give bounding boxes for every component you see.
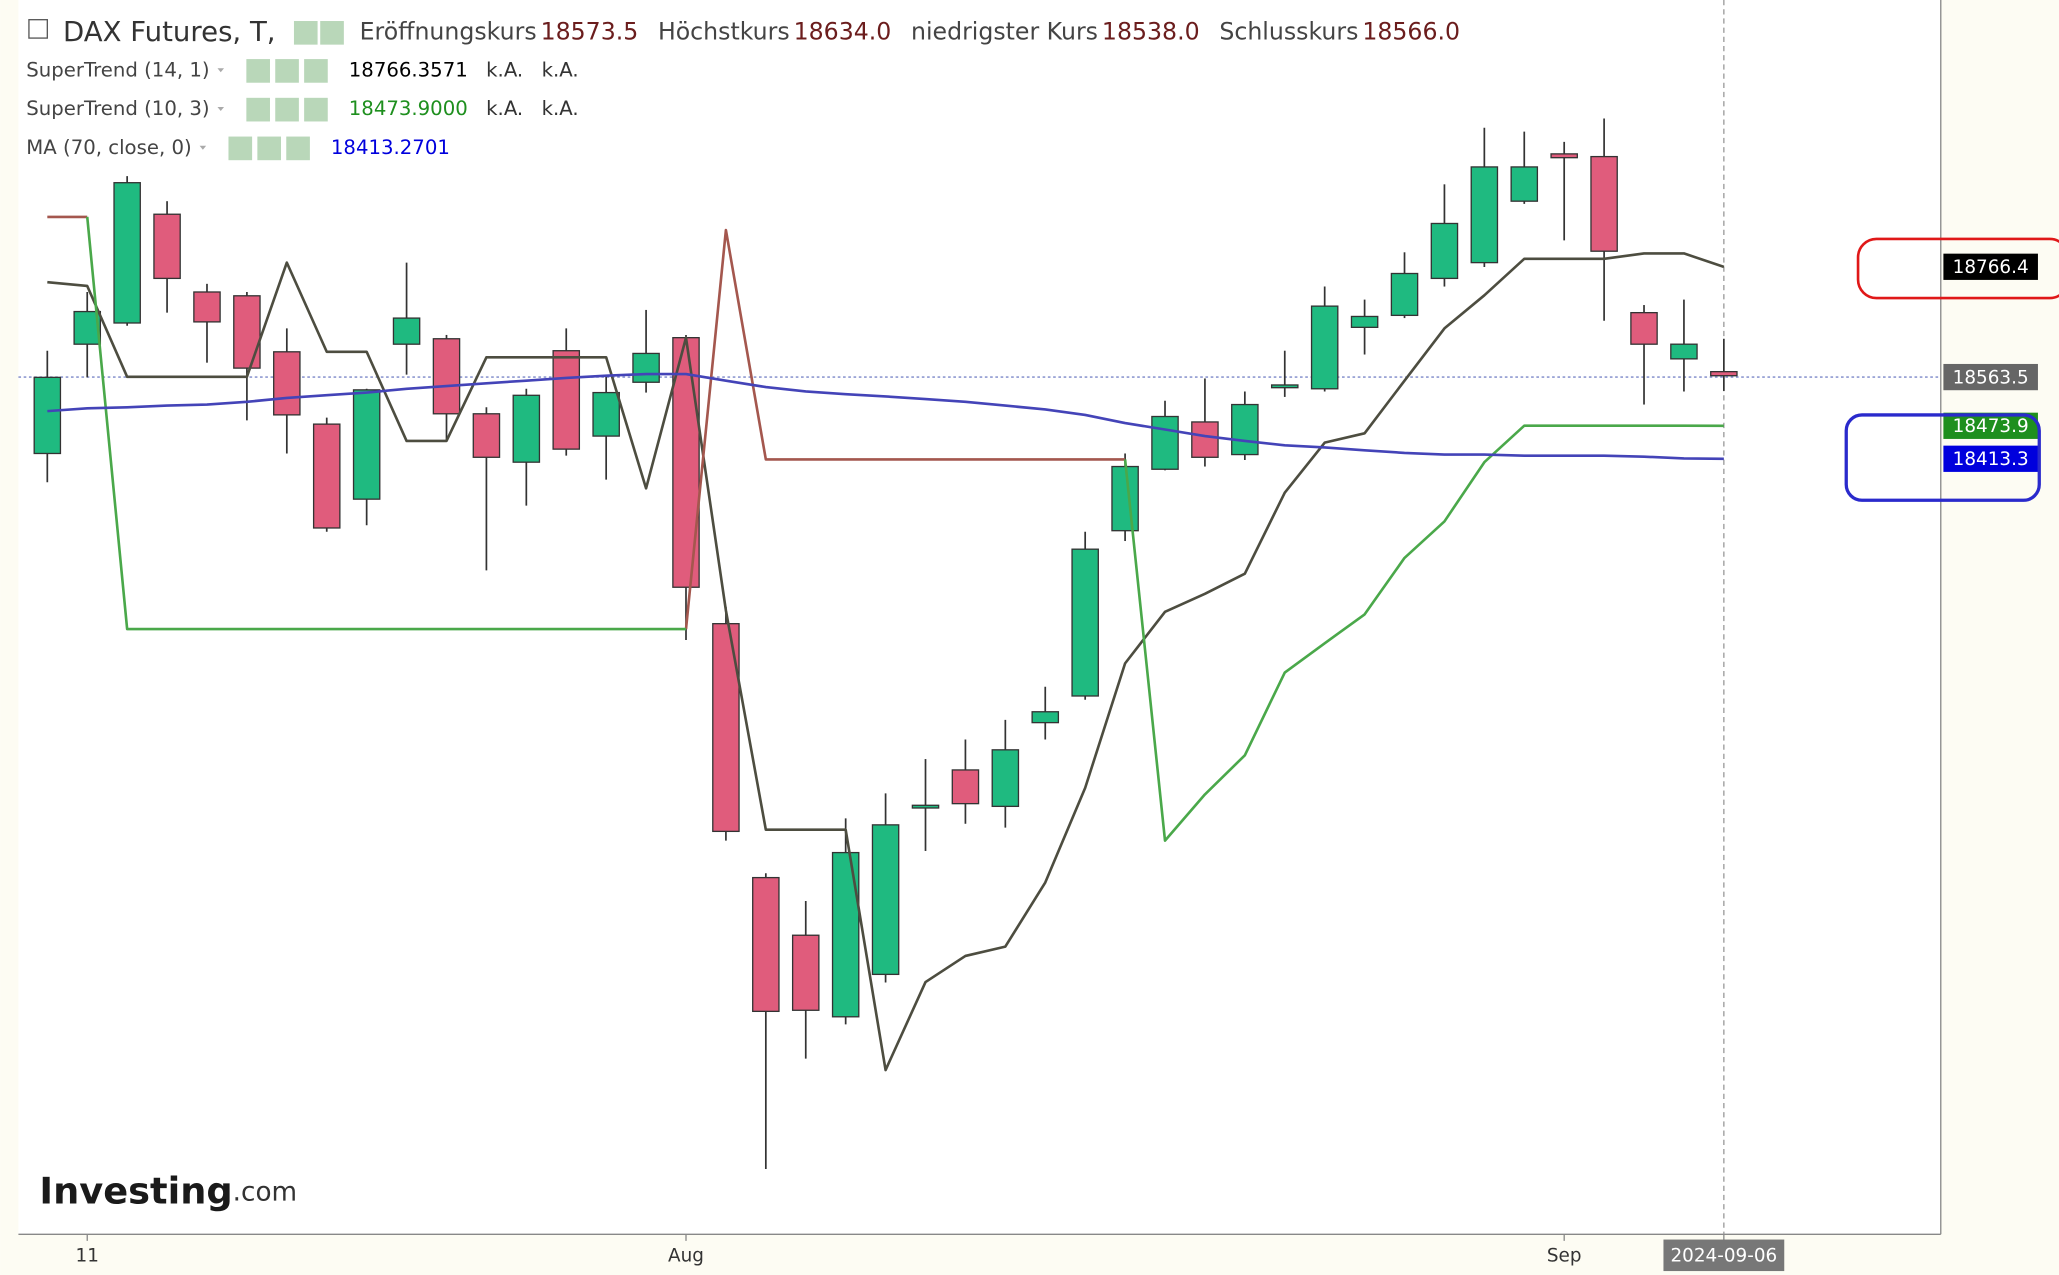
- candle-body: [472, 413, 501, 458]
- candle-body: [153, 213, 181, 280]
- crosshair-badge-box: [1943, 363, 2038, 391]
- candle-body: [1470, 166, 1499, 264]
- settings-icon: [275, 97, 299, 122]
- header-text: MA (70, close, 0): [26, 136, 191, 159]
- watermark-part: Investing: [39, 1169, 232, 1212]
- candle-body: [1710, 370, 1738, 377]
- header-text: k.A.: [486, 58, 523, 81]
- header-text: 18634.0: [794, 17, 892, 45]
- ma-line: [47, 372, 1724, 461]
- candle-body: [352, 389, 381, 500]
- x-tick-label: 2024-09-06: [1670, 1246, 1777, 1267]
- candle-body: [1310, 305, 1339, 390]
- visibility-icon: [293, 21, 318, 45]
- candle-body: [1071, 548, 1099, 697]
- candle-body: [911, 804, 940, 809]
- candle-body: [33, 376, 62, 455]
- header-text: 18566.0: [1362, 17, 1460, 45]
- dropdown-caret: [217, 107, 225, 111]
- watermark: Investing.com: [39, 1169, 297, 1212]
- crosshair-badge: 18563.5: [1953, 367, 2029, 388]
- price-badge-box: [1943, 412, 2038, 439]
- header-text: 18473.9000: [349, 97, 468, 120]
- candle-body: [1111, 465, 1139, 532]
- remove-icon: [304, 59, 328, 83]
- candle-body: [1151, 415, 1179, 470]
- candle-body: [1430, 222, 1459, 280]
- supertrend-line: [47, 252, 1725, 1072]
- price-badge: 18473.9: [1953, 416, 2029, 437]
- collapse-toggle: [28, 19, 48, 39]
- chart-layer: 11 Aug Sep 2024-09-06 18766.4 18473.9 18413.3 1…: [18, 0, 2038, 1272]
- x-crosshair-box: [1663, 1239, 1785, 1272]
- header-text: DAX Futures, T,: [63, 15, 276, 48]
- header-text: 18413.2701: [331, 136, 450, 159]
- candle-body: [1270, 384, 1299, 389]
- price-badge: 18766.4: [1953, 257, 2029, 278]
- candle-body: [193, 291, 221, 323]
- highlight-blue: [1844, 413, 2041, 502]
- header-text: 18573.5: [541, 17, 639, 45]
- candle-body: [592, 391, 620, 437]
- candle-body: [632, 352, 660, 383]
- candle-body: [1590, 155, 1618, 252]
- remove-icon: [286, 136, 310, 161]
- header-text: k.A.: [486, 97, 523, 120]
- watermark-part: .com: [233, 1177, 297, 1207]
- price-badge-box: [1943, 445, 2038, 472]
- header-text: Höchstkurs: [658, 17, 790, 45]
- candle-body: [392, 317, 421, 345]
- candle-body: [1231, 403, 1259, 456]
- candle-body: [1550, 153, 1578, 159]
- header-text: 18538.0: [1102, 17, 1200, 45]
- candle-body: [791, 934, 820, 1011]
- candle-body: [312, 423, 341, 529]
- header-text: k.A.: [542, 58, 579, 81]
- highlight-red: [1856, 237, 2059, 300]
- candle-body: [1390, 272, 1419, 317]
- visibility-icon: [246, 97, 270, 122]
- candle-body: [552, 350, 581, 450]
- settings-icon: [320, 21, 344, 45]
- header-text: niedrigster Kurs: [911, 17, 1098, 45]
- candle-body: [1191, 421, 1219, 458]
- candle-body: [1670, 343, 1698, 360]
- candle-body: [951, 769, 980, 805]
- header-text: k.A.: [542, 97, 579, 120]
- candle-body: [113, 182, 141, 324]
- candle-body: [1630, 311, 1658, 345]
- x-tick-label: Sep: [1547, 1246, 1582, 1267]
- header-text: Eröffnungskurs: [360, 17, 537, 45]
- visibility-icon: [228, 136, 253, 161]
- candle-body: [752, 876, 780, 1013]
- header-text: SuperTrend (14, 1): [26, 58, 209, 81]
- candle-body: [432, 338, 461, 415]
- candle-body: [1350, 315, 1379, 328]
- dropdown-caret: [199, 145, 207, 150]
- settings-icon: [257, 136, 282, 161]
- supertrend-line: [85, 216, 1724, 842]
- candle-body: [512, 394, 541, 463]
- candle-body: [1031, 711, 1060, 724]
- settings-icon: [275, 59, 299, 83]
- visibility-icon: [246, 59, 270, 83]
- candle-body: [233, 295, 261, 369]
- candle-body: [273, 351, 301, 416]
- supertrend-down-line: [47, 215, 1126, 630]
- dropdown-caret: [217, 68, 225, 73]
- x-tick-label: 11: [76, 1246, 99, 1267]
- header-text: Schlusskurs: [1219, 17, 1358, 45]
- x-tick-label: Aug: [668, 1246, 704, 1267]
- price-badge-box: [1943, 253, 2038, 280]
- remove-icon: [304, 97, 328, 122]
- plot-background: [18, 0, 1941, 1235]
- price-badge: 18413.3: [1953, 449, 2029, 470]
- header-text: SuperTrend (10, 3): [26, 97, 209, 120]
- candle-body: [871, 824, 900, 976]
- candle-body: [991, 749, 1020, 808]
- header-text: 18766.3571: [349, 58, 468, 81]
- candle-body: [1510, 166, 1539, 202]
